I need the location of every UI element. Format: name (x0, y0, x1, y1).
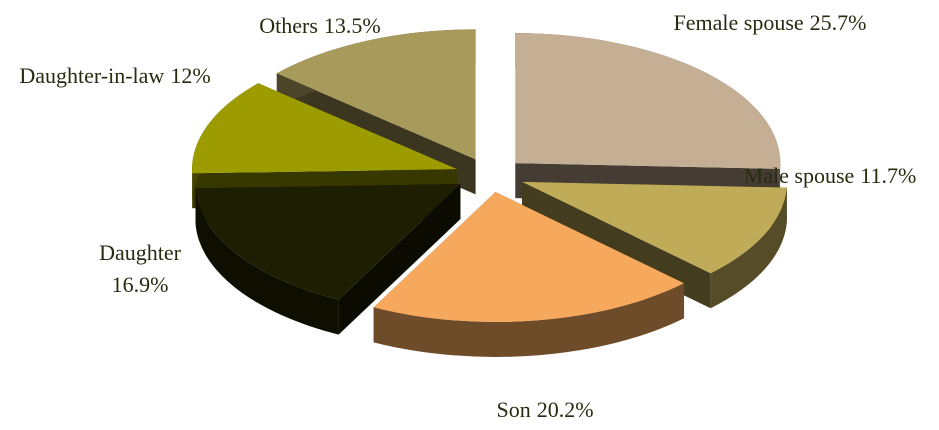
slice-outer-wall (710, 187, 787, 309)
data-label: Daughter 16.9% (99, 240, 182, 297)
data-label-value: 12% (170, 63, 210, 88)
data-label-value: 20.2% (537, 397, 594, 422)
data-label-value: 25.7% (810, 10, 867, 35)
data-label: Male spouse 11.7% (744, 163, 917, 188)
data-label: Son 20.2% (496, 397, 593, 422)
data-label-category: Son (496, 397, 530, 422)
slice-radial-wall (338, 184, 461, 335)
data-label-value: 16.9% (112, 272, 169, 297)
data-label-category: Daughter (99, 240, 182, 265)
data-label-value: 11.7% (860, 163, 916, 188)
slice-top (276, 29, 476, 160)
data-label-category: Male spouse (744, 163, 855, 188)
slice-outer-wall (195, 188, 339, 335)
data-label: Female spouse 25.7% (674, 10, 867, 35)
data-label: Others 13.5% (259, 13, 380, 38)
data-label-value: 13.5% (324, 13, 381, 38)
data-label-category: Female spouse (674, 10, 804, 35)
slice (515, 33, 781, 204)
slice-top (515, 33, 781, 169)
data-label: Daughter-in-law 12% (19, 63, 210, 88)
slice-top (195, 184, 461, 300)
slice-top (192, 83, 458, 174)
slice-top (373, 191, 685, 322)
slice (192, 83, 458, 209)
data-label-category: Daughter-in-law (19, 63, 164, 88)
slice-outer-wall (373, 283, 685, 357)
slice (373, 191, 685, 357)
slice (195, 184, 461, 335)
slice-top (522, 181, 787, 274)
data-label-category: Others (259, 13, 318, 38)
